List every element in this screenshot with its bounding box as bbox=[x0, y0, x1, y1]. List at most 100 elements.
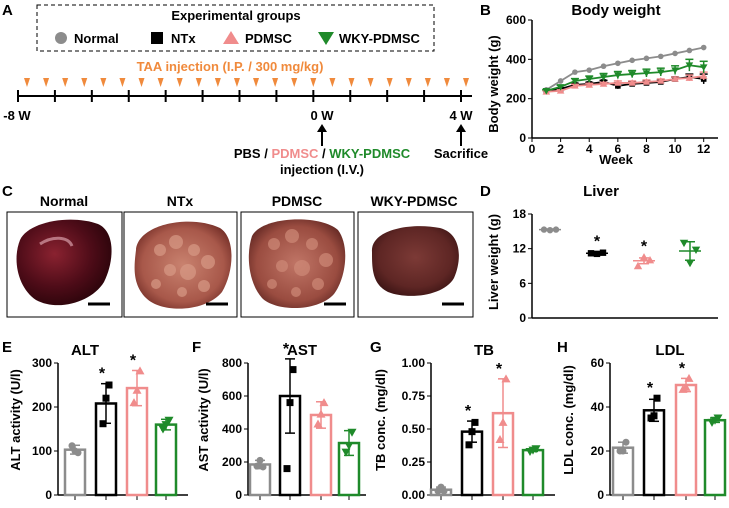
data-point-wky-pdmsc bbox=[585, 76, 594, 83]
y-tick-label: 1.00 bbox=[402, 356, 426, 370]
data-point-pdmsc bbox=[628, 79, 636, 86]
panel-g: G TB 0.00 0.25 0.50 0.75 1.00 * * TB conc. (mg… bbox=[370, 339, 555, 502]
legend-title: Experimental groups bbox=[171, 8, 300, 23]
data-point-normal bbox=[552, 226, 560, 233]
taa-arrowhead-icon bbox=[214, 78, 221, 87]
liver-photo-ntx bbox=[123, 211, 238, 318]
legend-item-normal: Normal bbox=[55, 31, 119, 46]
timeline-zero-label: 0 W bbox=[310, 108, 334, 123]
chart-alt: 0 100 200 300 * * bbox=[32, 352, 188, 502]
data-point-normal bbox=[622, 438, 630, 446]
taa-arrowhead-icon bbox=[176, 78, 183, 87]
taa-arrowhead-icon bbox=[463, 78, 469, 87]
taa-arrowheads bbox=[24, 78, 469, 87]
legend-label-pdmsc: PDMSC bbox=[245, 31, 293, 46]
data-point-ntx bbox=[647, 414, 655, 422]
panel-h: H LDL 0 20 40 60 * * LDL conc. (mg/dl) bbox=[557, 339, 727, 502]
legend-item-pdmsc: PDMSC bbox=[223, 31, 293, 46]
injection-label: PBS / PDMSC / WKY-PDMSC bbox=[234, 146, 411, 161]
chart-e-ylabel: ALT activity (U/l) bbox=[8, 369, 23, 471]
data-point-ntx bbox=[283, 465, 291, 473]
data-point-normal bbox=[259, 463, 267, 471]
significance-star: * bbox=[465, 403, 472, 420]
chart-h-title: LDL bbox=[655, 342, 684, 359]
data-point-wky-pdmsc bbox=[628, 71, 636, 78]
timeline-ticks bbox=[17, 90, 462, 102]
data-point-ntx bbox=[102, 394, 110, 402]
taa-arrowhead-icon bbox=[24, 78, 30, 87]
bar-ntx bbox=[642, 409, 666, 497]
wky-pdmsc-triangle-down-icon bbox=[318, 32, 334, 45]
panel-f: F AST 0 200 400 600 800 * AST activity (U/l) bbox=[192, 339, 366, 502]
chart-tb: 0.00 0.25 0.50 0.75 1.00 * * bbox=[402, 356, 555, 502]
chart-f-ylabel: AST activity (U/l) bbox=[196, 368, 211, 471]
photo-label-wky-pdmsc: WKY-PDMSC bbox=[370, 193, 457, 209]
legend-label-ntx: NTx bbox=[171, 31, 196, 46]
chart-g-title: TB bbox=[474, 342, 494, 359]
y-tick-label: 200 bbox=[222, 455, 242, 469]
data-point-ntx bbox=[599, 249, 607, 256]
data-point-wky-pdmsc bbox=[556, 84, 565, 91]
taa-arrowhead-icon bbox=[443, 78, 450, 87]
data-point-pdmsc bbox=[642, 78, 651, 85]
panel-f-letter: F bbox=[192, 339, 201, 356]
data-point-wky-pdmsc bbox=[671, 67, 679, 74]
data-point-pdmsc bbox=[614, 79, 622, 86]
legend-item-ntx: NTx bbox=[151, 31, 196, 46]
y-tick-label: 60 bbox=[591, 356, 605, 370]
data-point-wky-pdmsc bbox=[656, 69, 665, 76]
significance-star: * bbox=[641, 238, 648, 255]
sacrifice-label: Sacrifice bbox=[434, 146, 488, 161]
taa-arrowhead-icon bbox=[233, 78, 240, 87]
taa-arrowhead-icon bbox=[329, 78, 336, 87]
data-point-ntx bbox=[653, 394, 661, 402]
panel-a-letter: A bbox=[2, 2, 13, 19]
data-point-wky-pdmsc bbox=[679, 239, 689, 248]
photo-label-ntx: NTx bbox=[167, 193, 194, 209]
data-point-ntx bbox=[289, 366, 297, 374]
y-tick-label: 0.50 bbox=[402, 422, 426, 436]
data-point-ntx bbox=[615, 83, 621, 89]
x-tick-label: 12 bbox=[697, 142, 711, 156]
liver-photo-pdmsc bbox=[240, 211, 355, 318]
panel-d-letter: D bbox=[480, 183, 491, 200]
x-tick-label: 4 bbox=[586, 142, 593, 156]
data-point-pdmsc bbox=[684, 373, 694, 382]
legend-label-wky-pdmsc: WKY-PDMSC bbox=[339, 31, 421, 46]
y-tick-label: 0.25 bbox=[402, 455, 426, 469]
significance-star: * bbox=[99, 366, 106, 383]
timeline-end-label: 4 W bbox=[449, 108, 473, 123]
taa-injection-label: TAA injection (I.P. / 300 mg/kg) bbox=[137, 59, 324, 74]
data-point-wky-pdmsc bbox=[344, 442, 354, 450]
y-tick-label: 400 bbox=[506, 52, 526, 66]
injection-label-pdmsc: PDMSC bbox=[271, 146, 319, 161]
data-point-wky-pdmsc bbox=[164, 416, 174, 425]
data-point-wky-pdmsc bbox=[699, 64, 708, 71]
data-point-wky-pdmsc bbox=[599, 74, 608, 81]
data-point-pdmsc bbox=[685, 74, 694, 81]
x-tick-label: 6 bbox=[615, 142, 622, 156]
injection-label-slash: / bbox=[318, 146, 329, 161]
y-tick-label: 200 bbox=[32, 400, 52, 414]
data-point-pdmsc bbox=[671, 75, 679, 82]
injection-label-pbs: PBS / bbox=[234, 146, 272, 161]
y-tick-label: 300 bbox=[32, 356, 52, 370]
data-point-normal bbox=[616, 447, 624, 455]
taa-arrowhead-icon bbox=[291, 78, 298, 87]
x-tick-label: 10 bbox=[668, 142, 682, 156]
data-point-normal bbox=[643, 55, 650, 62]
data-point-wky-pdmsc bbox=[685, 62, 694, 70]
data-point-wky-pdmsc bbox=[707, 418, 717, 427]
y-tick-label: 20 bbox=[591, 444, 605, 458]
panel-c-letter: C bbox=[2, 183, 13, 200]
data-point-ntx bbox=[471, 418, 479, 426]
data-point-pdmsc bbox=[699, 72, 708, 79]
panel-e-letter: E bbox=[2, 339, 12, 356]
legend-item-wky-pdmsc: WKY-PDMSC bbox=[318, 31, 421, 46]
data-point-pdmsc bbox=[129, 398, 139, 407]
y-tick-label: 200 bbox=[506, 92, 526, 106]
data-point-ntx bbox=[286, 399, 294, 407]
data-point-wky-pdmsc bbox=[685, 259, 695, 268]
data-point-wky-pdmsc bbox=[341, 448, 351, 457]
